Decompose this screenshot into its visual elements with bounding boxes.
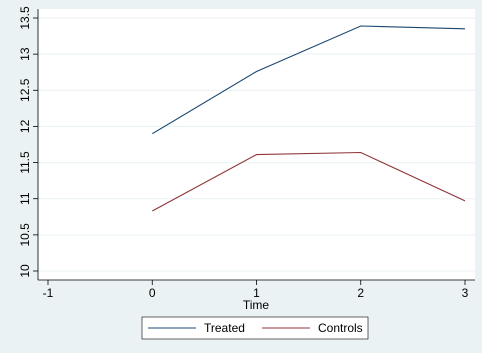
y-tick-label: 11 [18,192,32,205]
series-layer [152,25,466,212]
y-tick-label: 10 [18,264,32,278]
y-tick-label: 13.5 [18,6,32,30]
legend-label-controls: Controls [318,321,363,335]
series-line-controls [152,151,466,212]
y-tick-label: 13 [18,47,32,61]
x-tick-label: 2 [357,286,364,300]
plot-area [38,9,475,280]
legend-box [141,316,369,340]
series-line-treated [152,25,466,135]
y-tick-label: 11.5 [18,151,32,174]
y-tick-label: 12 [18,119,32,133]
x-tick-label: -1 [43,286,54,300]
x-tick-label: 1 [253,286,260,300]
grid-layer [38,17,475,272]
legend-label-treated: Treated [204,321,245,335]
y-tick-label: 10.5 [18,223,32,247]
x-tick-label: 3 [462,286,469,300]
x-tick-label: 0 [149,286,156,300]
x-axis-label: Time [243,298,270,312]
legend: Treated Controls [141,316,369,340]
y-tick-label: 12.5 [18,78,32,102]
